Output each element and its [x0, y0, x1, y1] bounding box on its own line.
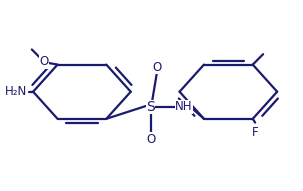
Text: O: O	[153, 61, 162, 74]
Text: F: F	[252, 126, 258, 139]
Text: NH: NH	[175, 100, 193, 113]
Text: O: O	[40, 55, 49, 68]
Text: S: S	[146, 100, 155, 114]
Text: methoxy: methoxy	[15, 36, 52, 45]
Text: H₂N: H₂N	[5, 85, 27, 98]
Text: O: O	[146, 133, 155, 146]
